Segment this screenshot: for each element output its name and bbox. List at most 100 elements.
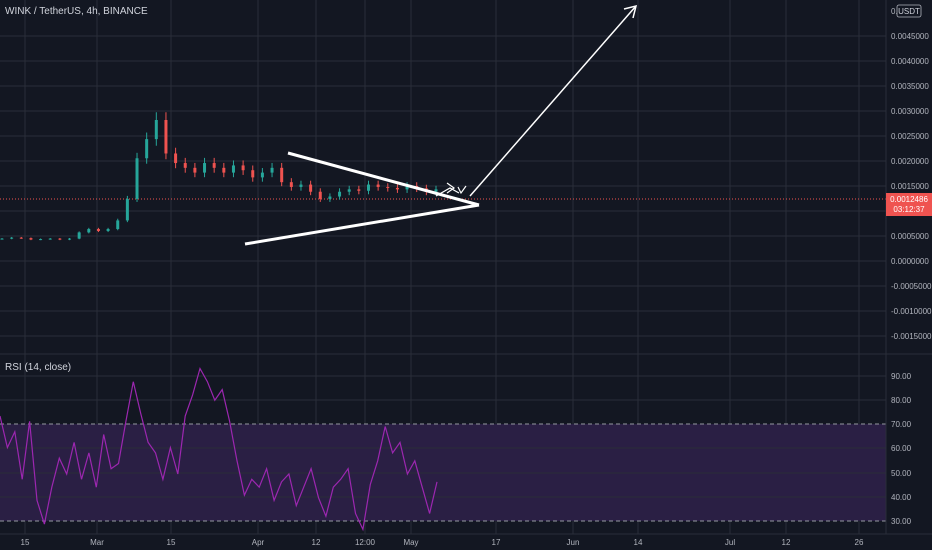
price-tick-label: 0.0040000 [891,57,929,66]
candle-body [299,184,303,187]
time-tick-label: Mar [90,538,104,547]
candle-body [87,229,91,233]
price-tick-label: 0.0025000 [891,132,929,141]
price-tick-label: 0.0035000 [891,82,929,91]
symbol-title: WINK / TetherUS, 4h, BINANCE [5,6,148,17]
rsi-title: RSI (14, close) [5,362,71,373]
candle-body [48,238,52,240]
candle-body [395,187,399,190]
time-tick-label: 12:00 [355,538,376,547]
price-tick-label: 0.0000000 [891,257,929,266]
time-tick-label: 15 [21,538,30,547]
currency-badge-box [896,4,922,18]
currency-badge-label: USDT [898,7,920,16]
time-axis[interactable]: 15 Mar 15 Apr 12 12:00 May 17 Jun 14 Jul 12 26 [0,533,932,547]
candle-body [328,196,332,199]
drawing-tools[interactable] [244,4,638,246]
candle-body [0,238,4,240]
price-tick-label: 0.0020000 [891,157,929,166]
rsi-tick-label: 70.00 [891,420,912,429]
price-tick-label: 0.0005000 [891,232,929,241]
candle-body [280,167,284,183]
projection-arrowhead [623,4,638,19]
candle-body [77,232,81,239]
rsi-grid [0,375,886,498]
triangle-upper-trendline[interactable] [287,151,480,207]
price-tick-label: -0.0015000 [891,332,932,341]
candle-body [39,239,43,241]
candle-body [135,158,139,199]
rsi-pane[interactable]: RSI (14, close) [0,362,886,532]
breakout-arrow-line[interactable] [435,187,460,197]
rsi-tick-label: 30.00 [891,517,912,526]
triangle-lower-trendline[interactable] [244,203,480,246]
price-tick-label: 0.0045000 [891,32,929,41]
candle-body [96,229,100,231]
candle-body [386,186,390,188]
candle-body [116,220,120,230]
candle-body [251,170,255,178]
price-axis[interactable]: 0.0 0.00450000.00400000.00350000.0030000… [885,0,932,534]
time-tick-label: 15 [167,538,176,547]
price-grid [0,35,886,337]
time-tick-label: 26 [855,538,864,547]
price-tick-label: -0.0005000 [891,282,932,291]
candle-body [193,167,197,173]
candle-body [212,163,216,168]
price-tick-label: 0.0030000 [891,107,929,116]
candle-body [231,165,235,173]
candle-body [19,237,23,239]
time-tick-label: May [403,538,418,547]
rsi-tick-label: 60.00 [891,444,912,453]
price-ticks: 0.0045000 0.0040000 0.0035000 0.0030000 0.00… [891,32,932,341]
time-tick-label: 17 [492,538,501,547]
candle-body [376,184,380,187]
candle-body [183,163,187,168]
current-price-value: 0.0012486 [890,195,928,204]
rsi-ticks: 90.00 80.00 70.00 60.00 50.00 40.00 30.00 [891,372,912,526]
candle-body [357,189,361,191]
candle-body [222,167,226,173]
time-tick-label: 14 [634,538,643,547]
candle-body [10,237,14,239]
candle-body [174,153,178,164]
candle-body [241,165,245,171]
time-tick-label: Jun [567,538,580,547]
candle-body [145,139,149,159]
candle-body [347,189,351,192]
candle-body [338,191,342,197]
breakout-arrowhead-small [457,185,467,195]
candle-body [68,238,72,240]
rsi-tick-label: 40.00 [891,493,912,502]
candle-body [203,163,207,173]
bar-countdown: 03:12:37 [893,205,925,214]
price-badge-box [886,193,932,216]
candle-body [260,172,264,178]
candle-body [29,238,33,240]
time-tick-label: Jul [725,538,735,547]
candles [0,112,438,241]
time-tick-label: 12 [312,538,321,547]
candle-body [164,120,168,154]
candle-body [405,186,409,190]
candle-body [309,184,313,192]
candle-body [366,184,370,191]
projection-arrow-line[interactable] [469,5,637,197]
rsi-tick-label: 80.00 [891,396,912,405]
currency-badge[interactable]: USDT [896,4,922,18]
time-tick-label: 12 [782,538,791,547]
current-price-badge: 0.0012486 03:12:37 [886,193,932,216]
rsi-tick-label: 50.00 [891,469,912,478]
candle-body [434,189,438,192]
candle-body [270,167,274,173]
time-ticks: 15 Mar 15 Apr 12 12:00 May 17 Jun 14 Jul 12 26 [21,538,864,547]
candle-body [289,182,293,187]
rsi-tick-label: 90.00 [891,372,912,381]
candle-body [106,229,110,231]
price-tick-label: 0.0015000 [891,182,929,191]
candle-body [154,120,158,140]
rsi-line [0,366,438,532]
time-tick-label: Apr [252,538,265,547]
candle-body [58,238,62,240]
